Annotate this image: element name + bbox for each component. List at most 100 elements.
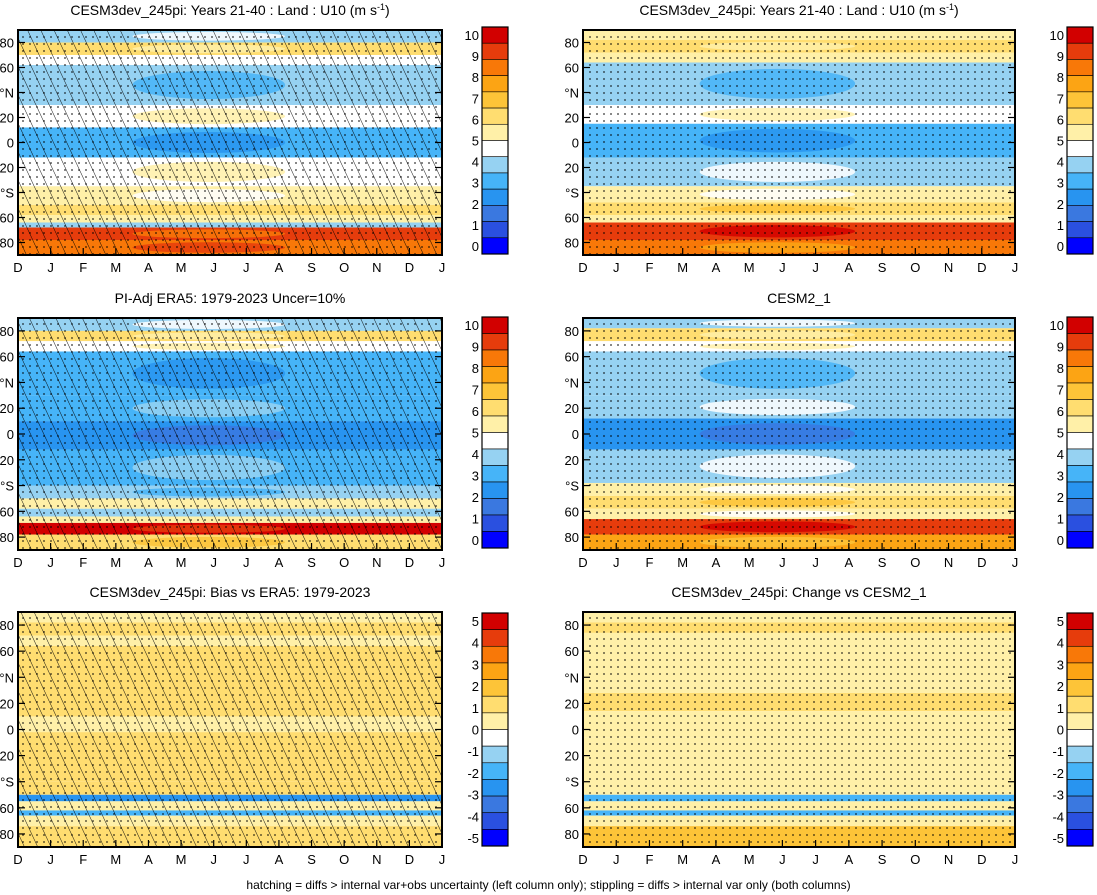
- y-tick-label: 20: [0, 696, 14, 711]
- colorbar-swatch: [1066, 729, 1094, 747]
- x-tick-label: M: [176, 555, 187, 570]
- x-tick-label: J: [779, 852, 786, 867]
- colorbar-swatch: [481, 188, 509, 206]
- colorbar-swatch: [1066, 745, 1094, 764]
- y-tick-label: 20: [0, 161, 14, 176]
- y-tick-label: 60: [565, 644, 579, 659]
- y-tick-label: 60: [0, 350, 14, 365]
- x-tick-label: D: [578, 260, 587, 275]
- colorbar-label: 5: [472, 134, 479, 149]
- x-tick-label: S: [878, 555, 887, 570]
- colorbar-swatch: [1066, 795, 1094, 814]
- colorbar-label: 5: [472, 614, 479, 629]
- x-tick-label: N: [372, 852, 381, 867]
- x-tick-label: A: [144, 852, 153, 867]
- colorbar-swatch: [1066, 382, 1094, 400]
- panel-title-main: CESM3dev_245pi: Years 21-40 : Land : U10…: [70, 2, 377, 18]
- colorbar-swatch: [481, 645, 509, 664]
- plot-area: [583, 318, 1015, 550]
- colorbar-swatch: [1066, 349, 1094, 367]
- colorbar-label: 6: [472, 112, 479, 127]
- colorbar-label: 4: [1057, 155, 1064, 170]
- colorbar: 5 4 3 2 1 0 -1 -2 -3 -4 -5: [1052, 612, 1094, 847]
- colorbar-swatch: [1066, 123, 1094, 141]
- y-tick-label: 60: [565, 801, 579, 816]
- colorbar-frame: [481, 612, 509, 847]
- colorbar-swatch: [481, 205, 509, 222]
- x-tick-label: N: [944, 852, 953, 867]
- colorbar-swatch: [481, 745, 509, 764]
- x-tick-label: M: [110, 260, 121, 275]
- x-tick-label: F: [645, 260, 653, 275]
- panel-title-suffix: ): [385, 2, 390, 18]
- x-tick-label: J: [1012, 852, 1019, 867]
- hatch-overlay: [18, 318, 442, 550]
- colorbar-label: 3: [1057, 176, 1064, 191]
- x-tick-label: D: [578, 852, 587, 867]
- panel-p5: CESM3dev_245pi: Bias vs ERA5: 1979-2023 8…: [0, 584, 509, 867]
- y-tick-label: 20: [0, 453, 14, 468]
- x-tick-label: D: [13, 260, 22, 275]
- colorbar-swatch: [1066, 366, 1094, 384]
- y-tick-label: 60: [0, 211, 14, 226]
- colorbar-swatch: [481, 448, 509, 466]
- colorbar-swatch: [481, 316, 509, 334]
- colorbar-label: 6: [472, 404, 479, 419]
- colorbar-swatch: [1066, 107, 1094, 125]
- colorbar-label: -4: [1052, 809, 1064, 824]
- y-tick-label: 80: [0, 618, 14, 633]
- y-tick-label: 80: [565, 36, 579, 51]
- colorbar-frame: [1066, 612, 1094, 847]
- colorbar-swatch: [481, 75, 509, 93]
- colorbar-label: -1: [1052, 744, 1064, 759]
- colorbar-frame: [1066, 26, 1094, 255]
- colorbar-swatch: [1066, 829, 1094, 847]
- x-tick-label: A: [275, 555, 284, 570]
- x-tick-label: M: [110, 555, 121, 570]
- x-tick-label: J: [812, 260, 819, 275]
- x-tick-label: J: [613, 852, 620, 867]
- colorbar-label: 7: [472, 91, 479, 106]
- colorbar-label: 7: [1057, 91, 1064, 106]
- colorbar-swatch: [481, 779, 509, 797]
- y-tick-label: 20: [0, 401, 14, 416]
- x-tick-label: O: [339, 852, 349, 867]
- colorbar-swatch: [481, 172, 509, 190]
- plot-area: [18, 612, 442, 847]
- colorbar-swatch: [1066, 712, 1094, 730]
- x-tick-label: D: [405, 555, 414, 570]
- panel-title-main: CESM3dev_245pi: Bias vs ERA5: 1979-2023: [90, 584, 371, 600]
- colorbar-label: 2: [1057, 490, 1064, 505]
- plot-area: [583, 612, 1015, 847]
- colorbar-label: -5: [1052, 831, 1064, 846]
- colorbar-frame: [481, 316, 509, 549]
- x-tick-label: J: [779, 260, 786, 275]
- y-tick-label: °S: [0, 479, 14, 494]
- x-tick-label: M: [176, 852, 187, 867]
- colorbar-label: 2: [1057, 679, 1064, 694]
- x-tick-label: S: [878, 260, 887, 275]
- x-tick-label: D: [578, 555, 587, 570]
- colorbar-swatch: [481, 366, 509, 384]
- colorbar-swatch: [481, 531, 509, 549]
- panel-p2: CESM3dev_245pi: Years 21-40 : Land : U10…: [564, 2, 1094, 275]
- colorbar-label: 0: [1057, 723, 1064, 738]
- y-tick-label: °S: [565, 479, 579, 494]
- x-tick-label: M: [677, 555, 688, 570]
- colorbar-label: 5: [1057, 134, 1064, 149]
- colorbar-swatch: [481, 26, 509, 44]
- x-tick-label: M: [744, 852, 755, 867]
- colorbar-swatch: [1066, 156, 1094, 174]
- colorbar-swatch: [1066, 612, 1094, 630]
- colorbar-label: 10: [465, 28, 479, 43]
- y-tick-label: 80: [0, 530, 14, 545]
- colorbar-swatch: [481, 481, 509, 499]
- colorbar-label: 4: [472, 155, 479, 170]
- y-tick-label: °N: [564, 375, 579, 390]
- colorbar-label: 1: [472, 512, 479, 527]
- x-tick-label: A: [845, 852, 854, 867]
- colorbar-label: 0: [472, 723, 479, 738]
- x-tick-label: S: [307, 555, 316, 570]
- y-tick-label: °N: [564, 86, 579, 101]
